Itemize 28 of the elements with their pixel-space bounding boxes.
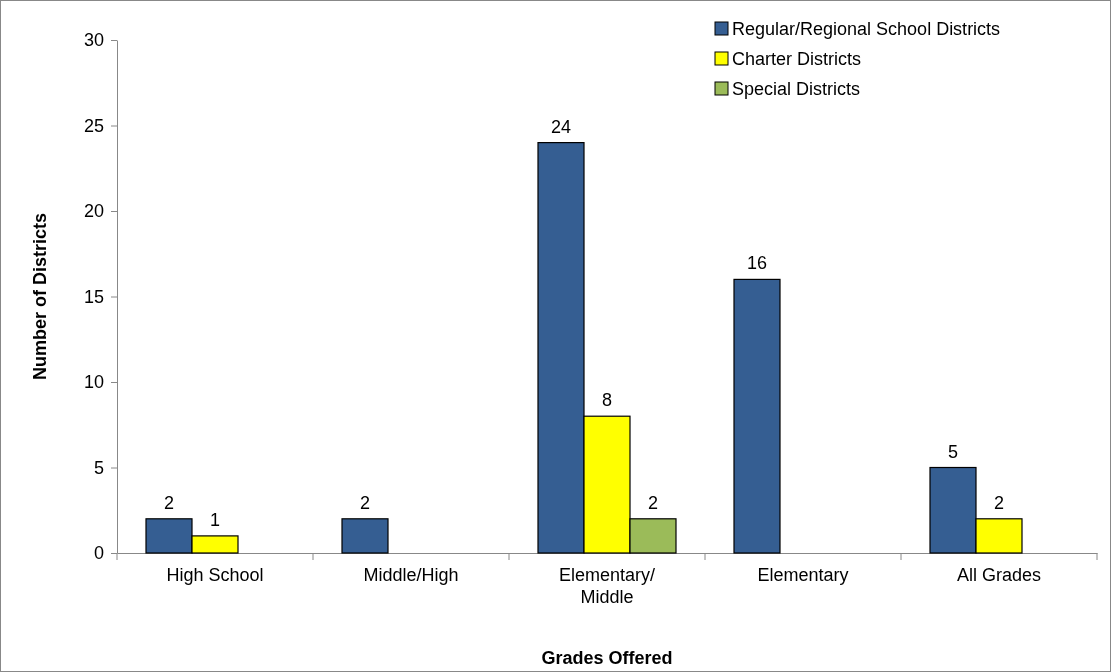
y-tick-label: 10 <box>83 372 104 393</box>
y-tick-label: 5 <box>93 457 104 478</box>
data-label: 5 <box>947 441 959 462</box>
bar <box>733 278 781 554</box>
x-tick-label: Elementary <box>757 565 849 585</box>
bar <box>341 518 389 554</box>
y-tick-label: 30 <box>83 30 104 51</box>
legend-label: Charter Districts <box>732 49 862 69</box>
y-tick-label: 0 <box>93 543 104 564</box>
data-label: 16 <box>746 253 768 274</box>
x-tick-label: Elementary/ Middle <box>558 565 656 607</box>
y-tick-label: 25 <box>83 115 104 136</box>
legend-label: Special Districts <box>732 79 861 99</box>
x-axis-title: Grades Offered <box>541 648 673 668</box>
y-tick-label: 20 <box>83 201 104 222</box>
data-label: 2 <box>163 492 175 513</box>
data-label: 2 <box>993 492 1005 513</box>
x-tick-label: High School <box>166 565 264 585</box>
y-axis-title: Number of Districts <box>30 212 50 381</box>
data-label: 24 <box>550 116 572 137</box>
data-label: 1 <box>209 509 221 530</box>
y-tick-label: 15 <box>83 286 104 307</box>
x-tick-label: All Grades <box>956 565 1042 585</box>
x-tick-label: Middle/High <box>363 565 459 585</box>
data-label: 8 <box>601 390 613 411</box>
data-label: 2 <box>647 492 659 513</box>
legend-label: Regular/Regional School Districts <box>732 19 1001 39</box>
data-label: 2 <box>359 492 371 513</box>
